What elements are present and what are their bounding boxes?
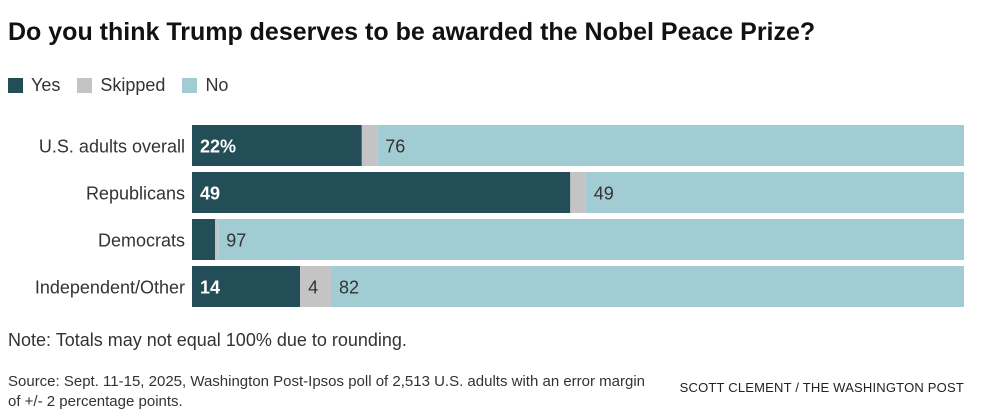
chart-title: Do you think Trump deserves to be awarde… <box>8 18 816 46</box>
legend-label-yes: Yes <box>31 75 61 95</box>
bar-skipped-republicans <box>570 172 586 213</box>
bar-yes-independent-other <box>192 266 301 307</box>
data-label-no-u-s-adults-overall: 76 <box>385 137 405 157</box>
category-label-democrats: Democrats <box>98 231 185 251</box>
bar-no-u-s-adults-overall <box>377 125 964 166</box>
data-label-yes-independent-other: 14 <box>200 278 220 298</box>
category-label-independent-other: Independent/Other <box>35 278 185 298</box>
bar-yes-democrats <box>192 219 216 260</box>
legend: Yes Skipped No <box>8 75 245 96</box>
category-label-u-s-adults-overall: U.S. adults overall <box>39 137 185 157</box>
chart-credit: SCOTT CLEMENT / THE WASHINGTON POST <box>679 380 964 395</box>
bar-skipped-u-s-adults-overall <box>361 125 378 166</box>
chart-note: Note: Totals may not equal 100% due to r… <box>8 330 407 350</box>
data-label-skipped-independent-other: 4 <box>308 278 318 298</box>
bar-skipped-democrats <box>215 219 219 260</box>
legend-swatch-skipped <box>77 78 93 93</box>
legend-item-skipped: Skipped <box>77 75 165 96</box>
legend-label-skipped: Skipped <box>100 75 166 95</box>
category-label-republicans: Republicans <box>86 184 185 204</box>
data-label-no-democrats: 97 <box>226 231 246 251</box>
bar-no-republicans <box>585 172 964 213</box>
data-label-yes-u-s-adults-overall: 22% <box>200 137 236 157</box>
legend-swatch-no <box>182 78 198 93</box>
data-label-yes-republicans: 49 <box>200 184 220 204</box>
bar-yes-u-s-adults-overall <box>192 125 362 166</box>
legend-swatch-yes <box>8 78 23 93</box>
legend-label-no: No <box>205 75 229 95</box>
bar-no-democrats <box>218 219 965 260</box>
data-label-no-independent-other: 82 <box>339 278 359 298</box>
legend-item-no: No <box>182 75 228 96</box>
bar-no-independent-other <box>330 266 965 307</box>
legend-item-yes: Yes <box>8 75 60 96</box>
stacked-bar-chart: U.S. adults overall 22% 76 Republicans 49 49 D… <box>35 125 965 307</box>
data-label-no-republicans: 49 <box>594 184 614 204</box>
chart-source: Source: Sept. 11-15, 2025, Washington Po… <box>8 373 646 410</box>
bar-skipped-independent-other <box>300 266 331 307</box>
bar-yes-republicans <box>192 172 571 213</box>
